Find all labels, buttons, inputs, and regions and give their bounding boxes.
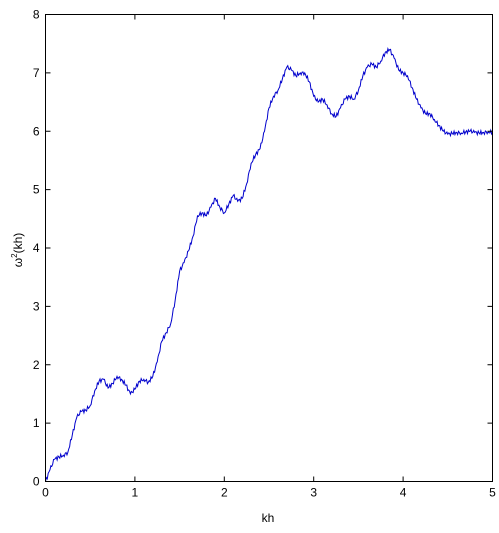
x-axis-label: kh [262,511,275,525]
x-tick-label: 1 [132,486,139,500]
y-axis-label-tail: (kh) [11,233,25,254]
y-tick-label: 2 [33,358,40,372]
y-tick-label: 6 [33,124,40,138]
y-axis-label-sup: 2 [10,253,19,258]
series-line-0 [45,47,493,482]
y-tick-label: 7 [33,66,40,80]
x-tick-label: 0 [42,486,49,500]
y-axis-ticks: 0 1 2 3 4 5 6 7 8 [33,8,493,489]
y-axis-label-base: ω [11,258,25,267]
y-axis-label: ω2(kh) [10,233,25,268]
plot-area [45,47,493,482]
x-tick-label: 5 [489,486,496,500]
y-tick-label: 5 [33,183,40,197]
plot-frame [45,14,493,482]
x-tick-label: 4 [400,486,407,500]
y-tick-label: 0 [33,475,40,489]
x-tick-label: 3 [310,486,317,500]
y-tick-label: 3 [33,299,40,313]
y-tick-label: 8 [33,8,40,22]
y-tick-label: 4 [33,241,40,255]
y-tick-label: 1 [33,416,40,430]
x-tick-label: 2 [221,486,228,500]
